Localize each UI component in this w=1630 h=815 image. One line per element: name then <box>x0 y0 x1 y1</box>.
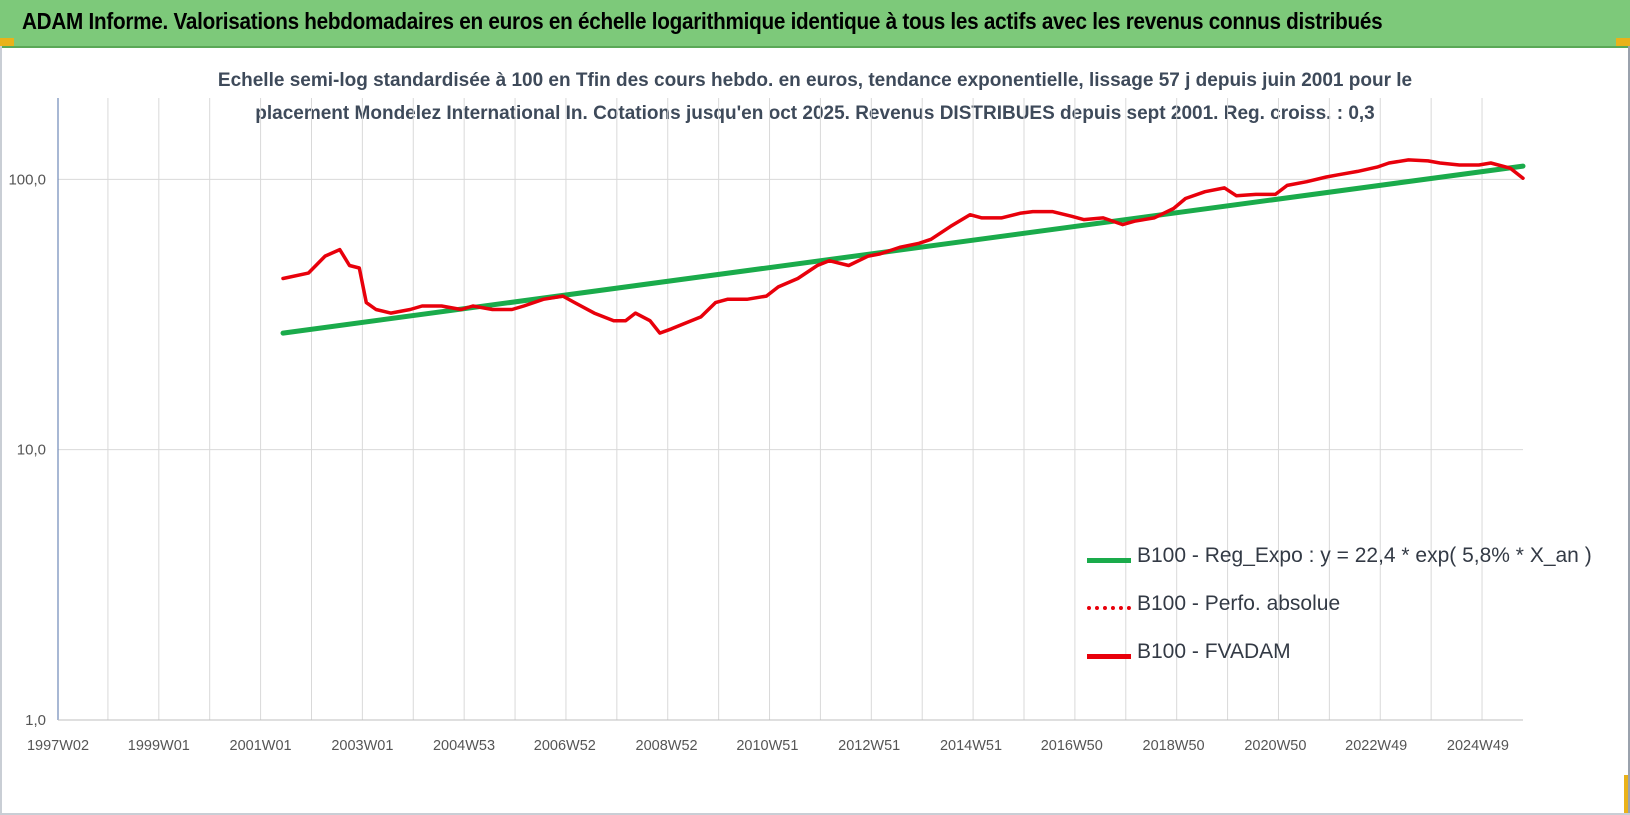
x-tick-label: 2024W49 <box>1447 738 1509 754</box>
header-banner: ADAM Informe. Valorisations hebdomadaire… <box>0 0 1630 48</box>
fvadam-line <box>281 158 1525 335</box>
x-tick-label: 2003W01 <box>331 738 393 754</box>
x-tick-label: 2016W50 <box>1041 738 1103 754</box>
y-tick-label: 10,0 <box>17 442 46 459</box>
x-tick-label: 2018W50 <box>1143 738 1205 754</box>
chart-title-line-1: Echelle semi-log standardisée à 100 en T… <box>217 70 1413 91</box>
y-tick-label: 1,0 <box>25 712 46 729</box>
frame-border-left <box>0 46 2 815</box>
chart-plot: 1,0 10,0 100,0 1997W02 1999W01 2001W01 2003W01… <box>8 98 1526 754</box>
x-tick-label: 2022W49 <box>1345 738 1407 754</box>
legend-label-trend: B100 - Reg_Expo : y = 22,4 * exp( 5,8% *… <box>1137 544 1592 567</box>
x-tick-label: 2020W50 <box>1244 738 1306 754</box>
x-tick-label: 2010W51 <box>736 738 798 754</box>
x-tick-label: 2001W01 <box>230 738 292 754</box>
x-tick-label: 2004W53 <box>433 738 495 754</box>
trend-line <box>280 163 1526 336</box>
x-tick-label: 1999W01 <box>128 738 190 754</box>
y-tick-label: 100,0 <box>8 171 46 188</box>
legend-swatch-trend <box>1087 558 1131 563</box>
x-tick-label: 1997W02 <box>27 738 89 754</box>
corner-marker-bottom-right <box>1624 775 1630 815</box>
x-tick-label: 2006W52 <box>534 738 596 754</box>
corner-marker-right <box>1616 38 1630 46</box>
legend-label-fvadam: B100 - FVADAM <box>1137 640 1291 663</box>
x-tick-label: 2014W51 <box>940 738 1002 754</box>
frame-border-right <box>1628 46 1630 815</box>
legend-swatch-perf <box>1087 606 1131 610</box>
x-tick-label: 2012W51 <box>838 738 900 754</box>
chart-title-line-2: placement Mondelez International In. Cot… <box>255 103 1375 124</box>
legend-label-perf: B100 - Perfo. absolue <box>1137 592 1341 615</box>
x-tick-label: 2008W52 <box>636 738 698 754</box>
corner-marker-left <box>0 38 14 46</box>
banner-title: ADAM Informe. Valorisations hebdomadaire… <box>22 8 1383 34</box>
legend-swatch-fvadam <box>1087 654 1131 659</box>
frame-border-bottom <box>0 813 1630 815</box>
